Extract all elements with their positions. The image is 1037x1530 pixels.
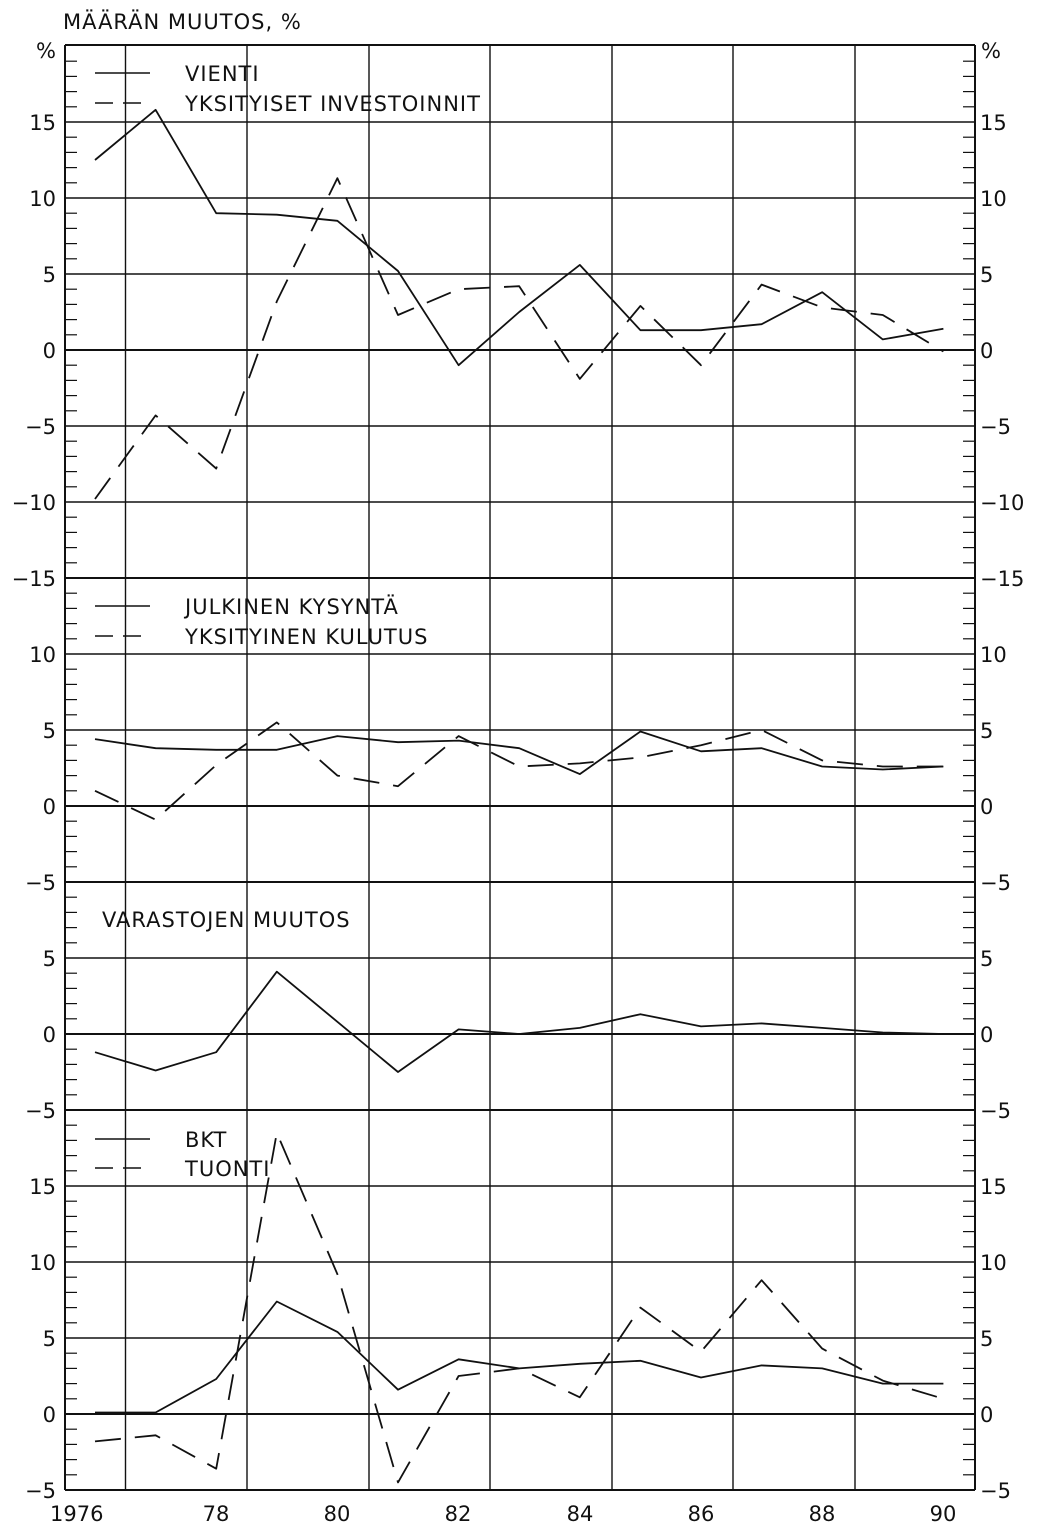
y-tick-label-right: 0 xyxy=(980,339,993,363)
series-line-vienti xyxy=(94,108,944,367)
series-line-julkinen-kysynt- xyxy=(94,730,944,775)
panel-top: 15 15 10 10 5 5 0 0 −5 −5 −10 −10 −15 −15 VIENTI YKSITY… xyxy=(12,45,1024,591)
y-tick-label-right: −5 xyxy=(980,871,1011,895)
legend-label: YKSITYISET INVESTOINNIT xyxy=(184,92,481,116)
y-tick-label-right: 15 xyxy=(980,1175,1007,1199)
x-tick-label: 84 xyxy=(567,1502,594,1526)
y-tick-label-left: 15 xyxy=(29,1175,56,1199)
series-line-yksityiset-investoinnit xyxy=(94,177,944,500)
y-tick-label-right: −5 xyxy=(980,1099,1011,1123)
y-tick-label-left: 5 xyxy=(43,1327,56,1351)
y-tick-label-right: −15 xyxy=(980,567,1024,591)
panel-second: 10 10 5 5 0 0 −5 −5 JULKINEN KYSYNTÄ YKSITYINEN K… xyxy=(25,578,1011,895)
y-tick-label-left: 5 xyxy=(43,719,56,743)
legend-label: BKT xyxy=(185,1128,227,1152)
left-unit-label: % xyxy=(36,39,56,63)
x-tick-label: 78 xyxy=(203,1502,230,1526)
y-tick-label-left: 15 xyxy=(29,111,56,135)
x-tick-label: 90 xyxy=(930,1502,957,1526)
y-tick-label-left: 5 xyxy=(43,263,56,287)
y-tick-label-right: 0 xyxy=(980,1023,993,1047)
series-line-yksityinen-kulutus xyxy=(94,721,944,821)
y-tick-label-left: 0 xyxy=(43,1403,56,1427)
x-tick-label: 86 xyxy=(688,1502,715,1526)
y-tick-label-right: 10 xyxy=(980,1251,1007,1275)
y-tick-label-right: 5 xyxy=(980,263,993,287)
y-tick-label-right: −5 xyxy=(980,1479,1011,1503)
series-line-tuonti xyxy=(94,1131,944,1484)
series-line-varastojen-muutos xyxy=(94,970,944,1073)
y-tick-label-right: 10 xyxy=(980,643,1007,667)
legend-label: JULKINEN KYSYNTÄ xyxy=(183,594,399,619)
y-tick-label-left: 10 xyxy=(29,1251,56,1275)
x-tick-label: 82 xyxy=(445,1502,472,1526)
y-tick-label-left: −5 xyxy=(25,1099,56,1123)
y-tick-label-left: 10 xyxy=(29,187,56,211)
y-tick-label-left: 0 xyxy=(43,795,56,819)
y-tick-label-left: −5 xyxy=(25,1479,56,1503)
y-tick-label-right: 5 xyxy=(980,947,993,971)
legend-label: TUONTI xyxy=(184,1157,270,1181)
x-tick-label: 88 xyxy=(809,1502,836,1526)
y-tick-label-right: 5 xyxy=(980,719,993,743)
y-tick-label-left: −15 xyxy=(12,567,56,591)
y-tick-label-left: −5 xyxy=(25,415,56,439)
y-tick-label-right: 15 xyxy=(980,111,1007,135)
y-tick-label-left: −5 xyxy=(25,871,56,895)
y-tick-label-right: 0 xyxy=(980,795,993,819)
legend-label: VARASTOJEN MUUTOS xyxy=(102,908,351,932)
y-tick-label-right: 0 xyxy=(980,1403,993,1427)
y-tick-label-left: 0 xyxy=(43,339,56,363)
y-tick-label-right: 5 xyxy=(980,1327,993,1351)
y-tick-label-right: −5 xyxy=(980,415,1011,439)
right-unit-label: % xyxy=(981,39,1001,63)
x-tick-label: 1976 xyxy=(50,1502,103,1526)
legend-label: YKSITYINEN KULUTUS xyxy=(184,625,428,649)
x-axis: 1976 78 80 82 84 86 88 90 xyxy=(50,1502,956,1526)
y-tick-label-right: 10 xyxy=(980,187,1007,211)
panel-third: 5 5 0 0 −5 −5 VARASTOJEN MUUTOS xyxy=(25,882,1011,1123)
panel-bottom: 15 15 10 10 5 5 0 0 −5 −5 BKT TUONTI xyxy=(25,1110,1011,1503)
series-line-bkt xyxy=(95,1300,944,1414)
y-tick-label-left: 0 xyxy=(43,1023,56,1047)
y-tick-label-left: −10 xyxy=(12,491,56,515)
y-tick-label-left: 5 xyxy=(43,947,56,971)
chart-panels: 15 15 10 10 5 5 0 0 −5 −5 −10 −10 −15 −15 VIENTI YKSITY… xyxy=(12,44,1024,1503)
legend-label: VIENTI xyxy=(185,62,260,86)
x-tick-label: 80 xyxy=(324,1502,351,1526)
y-tick-label-left: 10 xyxy=(29,643,56,667)
chart-title: MÄÄRÄN MUUTOS, % xyxy=(63,9,302,34)
y-tick-label-right: −10 xyxy=(980,491,1024,515)
